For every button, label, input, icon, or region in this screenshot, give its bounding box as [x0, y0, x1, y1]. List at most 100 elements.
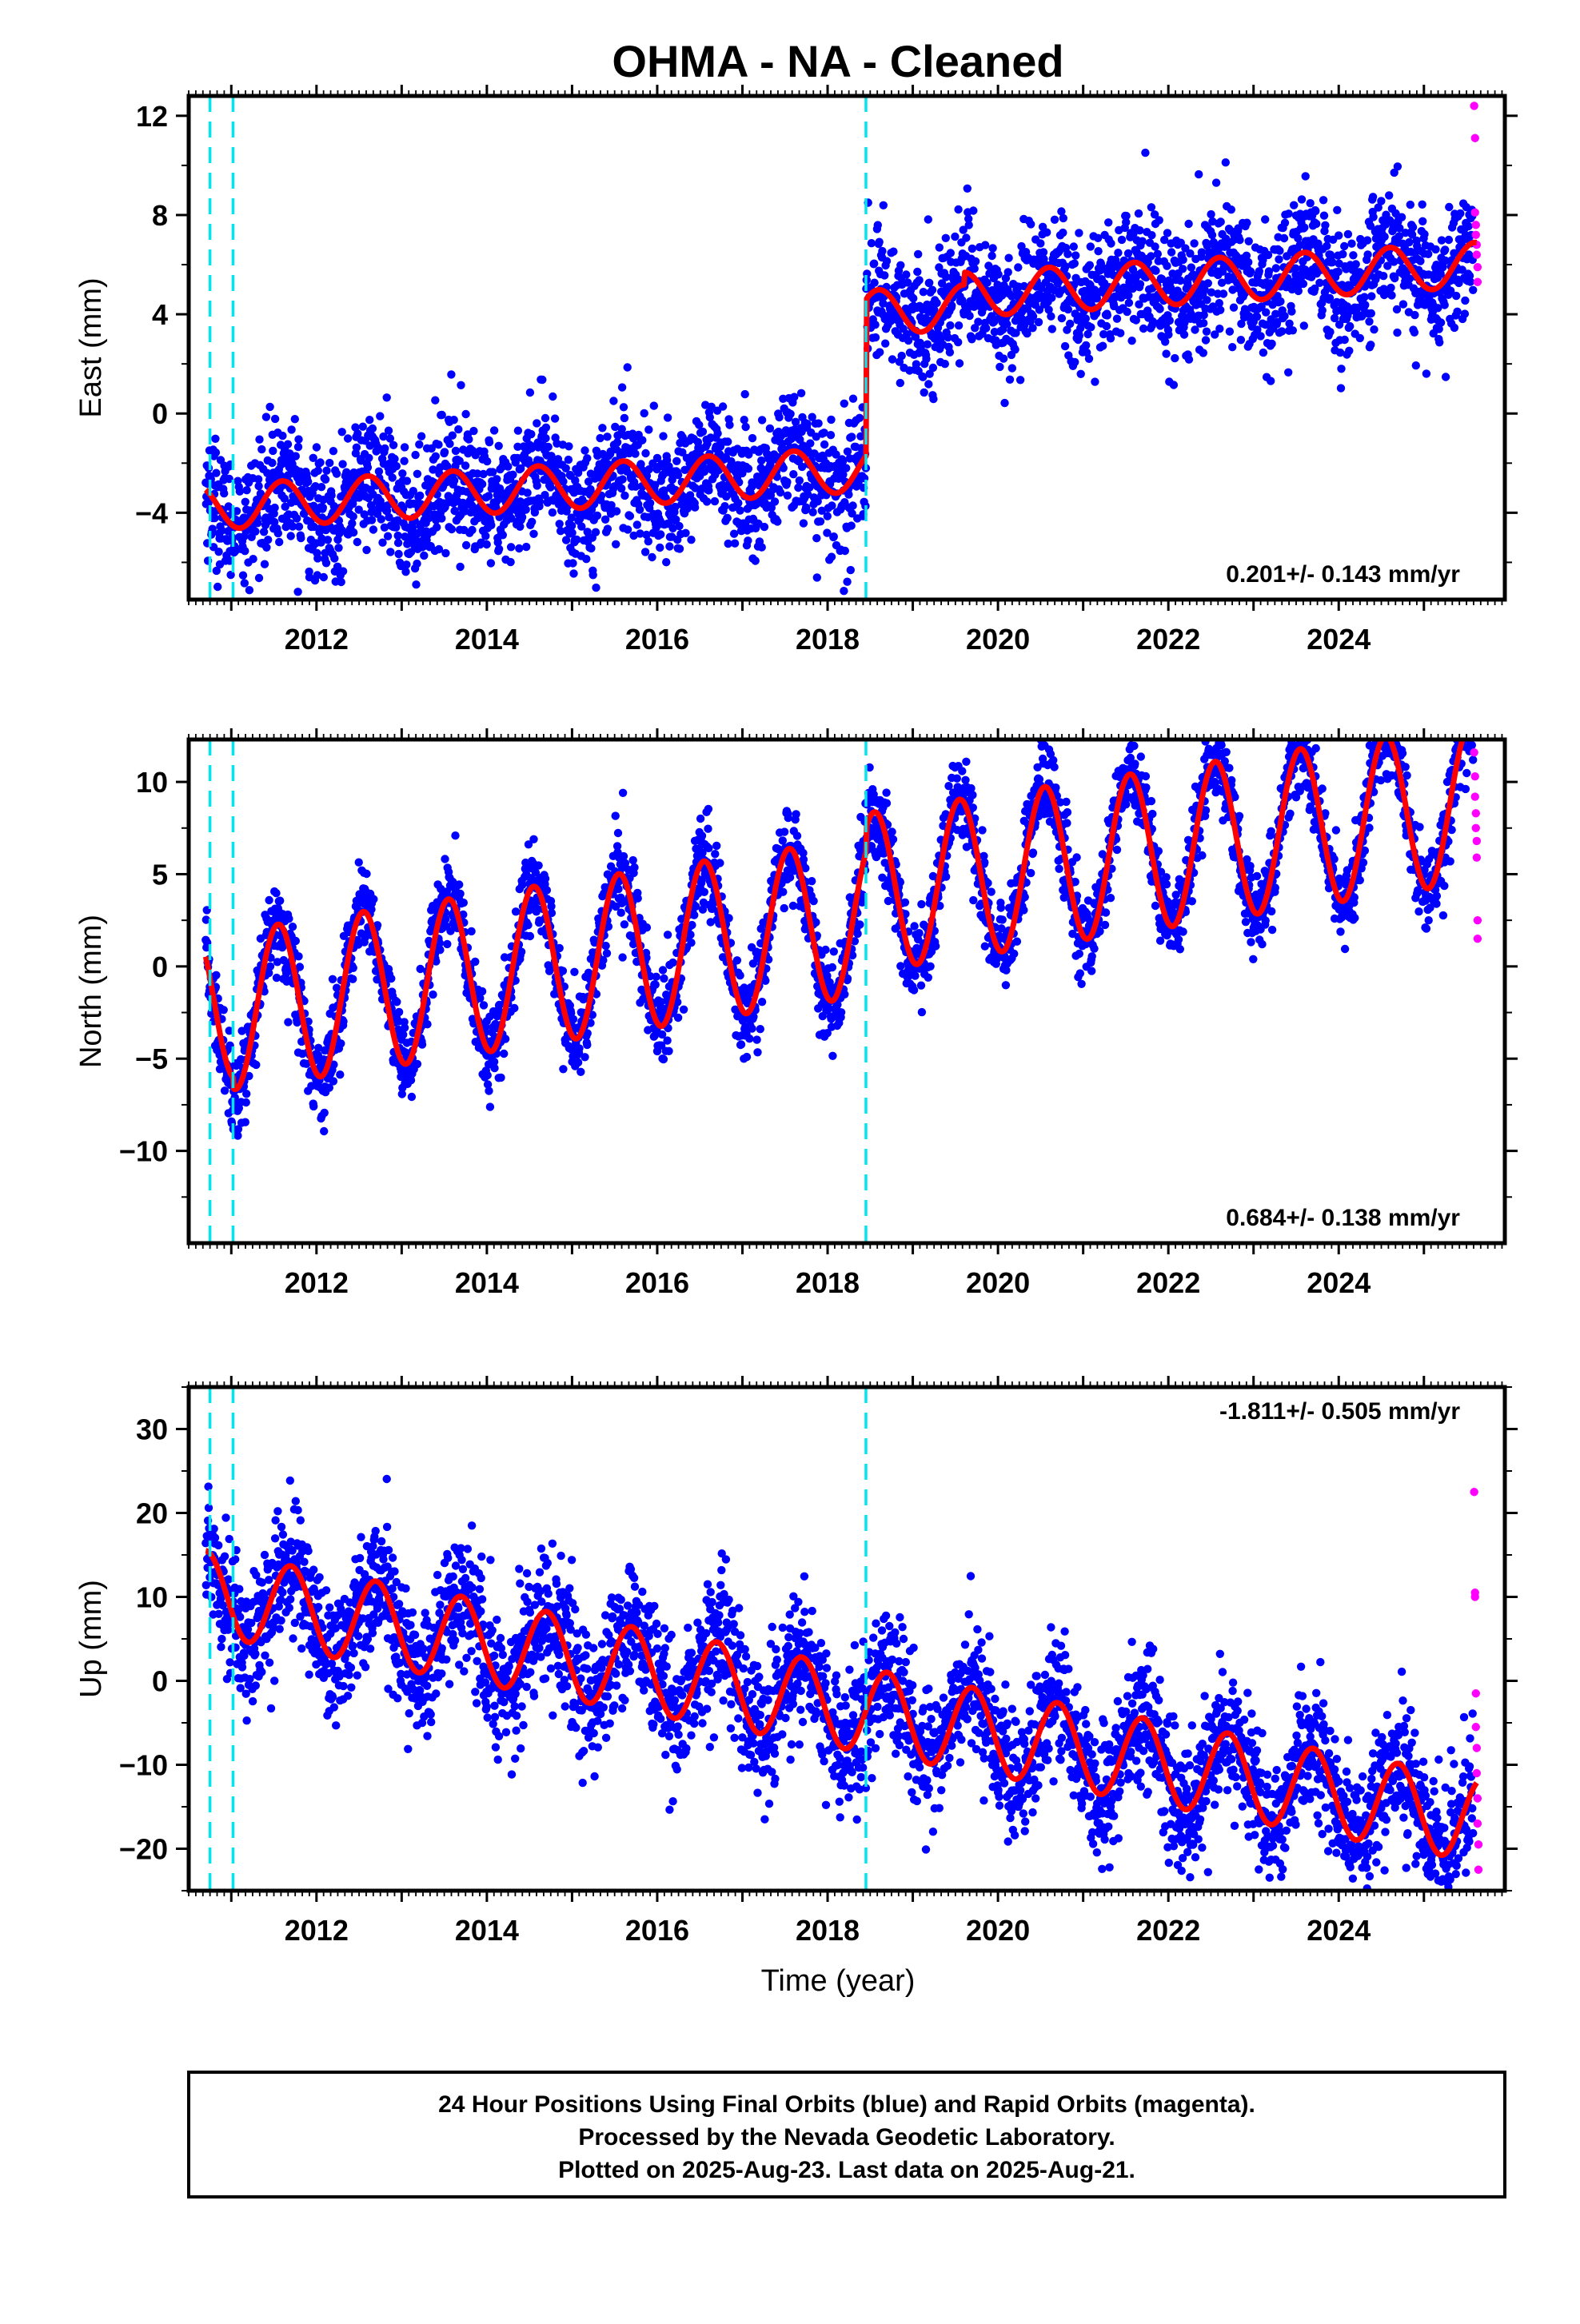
east-data-point: [1261, 215, 1269, 223]
east-data-point: [713, 429, 721, 437]
east-data-point: [596, 434, 604, 442]
north-data-point: [265, 896, 273, 904]
east-data-point: [741, 390, 749, 398]
east-data-point: [369, 525, 377, 533]
east-data-point: [490, 426, 498, 434]
east-data-point: [711, 497, 719, 505]
east-data-point: [1099, 342, 1107, 350]
east-data-point: [1410, 311, 1418, 319]
east-data-point: [1255, 267, 1263, 275]
east-data-point: [1369, 193, 1377, 201]
east-data-point: [438, 411, 446, 419]
east-data-point: [800, 519, 808, 527]
north-data-point: [349, 975, 357, 983]
east-data-point: [1418, 217, 1426, 225]
east-data-point: [1346, 322, 1354, 330]
east-data-point: [362, 546, 370, 554]
east-data-point: [1118, 236, 1126, 244]
east-data-point: [297, 534, 305, 542]
east-data-point: [1356, 334, 1364, 342]
north-data-point: [220, 1006, 228, 1014]
east-data-point: [730, 530, 738, 538]
east-data-point: [856, 414, 864, 422]
east-data-point: [1345, 347, 1353, 355]
east-data-point: [1227, 205, 1235, 213]
east-data-point: [1394, 162, 1402, 170]
east-data-point: [1275, 247, 1283, 255]
east-data-point: [415, 440, 423, 448]
east-data-point: [1087, 323, 1095, 331]
east-data-point: [1123, 308, 1131, 316]
east-data-point: [650, 401, 658, 409]
east-data-point: [876, 348, 884, 356]
east-data-point: [1431, 245, 1439, 253]
east-data-point: [813, 573, 821, 581]
east-data-point: [925, 279, 933, 287]
east-data-point: [1179, 265, 1187, 273]
east-data-point: [914, 250, 922, 258]
east-data-point: [1179, 256, 1187, 264]
east-y-tick-label: 0: [152, 397, 168, 430]
east-data-point: [582, 555, 590, 563]
east-data-point: [1162, 349, 1170, 357]
east-data-point: [874, 221, 882, 229]
east-data-point: [437, 514, 445, 522]
east-data-point: [1326, 294, 1334, 302]
east-data-point: [457, 381, 465, 389]
east-data-point: [1127, 337, 1135, 345]
east-data-point: [509, 471, 517, 479]
north-data-point: [289, 923, 297, 931]
east-data-point: [344, 434, 352, 442]
east-data-point: [676, 544, 684, 552]
east-data-point: [942, 234, 950, 242]
north-data-point: [486, 1102, 494, 1110]
east-data-point: [760, 523, 768, 531]
north-data-point: [242, 1090, 250, 1098]
east-data-point: [842, 464, 850, 472]
north-data-point: [241, 1118, 249, 1126]
east-data-point: [771, 497, 779, 505]
east-data-point: [965, 312, 973, 320]
east-data-point: [461, 410, 469, 418]
east-data-point: [947, 249, 955, 257]
north-data-point: [618, 953, 626, 961]
east-data-point: [538, 376, 546, 384]
east-data-point: [253, 519, 261, 527]
east-data-point: [317, 483, 325, 491]
east-data-point: [965, 221, 973, 229]
east-data-point: [922, 355, 930, 363]
east-data-point: [915, 276, 923, 284]
north-data-point: [541, 875, 549, 883]
east-data-point: [955, 321, 963, 329]
east-data-point: [1071, 251, 1079, 259]
east-data-point: [432, 452, 440, 460]
east-data-point: [412, 580, 420, 588]
east-data-point: [1418, 201, 1426, 209]
east-data-point: [784, 492, 792, 500]
east-data-point: [1424, 250, 1432, 258]
east-data-point: [1199, 319, 1207, 327]
east-data-point: [1339, 250, 1347, 258]
east-data-point: [523, 488, 531, 496]
east-data-point: [681, 529, 689, 537]
east-data-point: [672, 457, 680, 465]
east-data-point: [1071, 259, 1079, 267]
east-data-point: [1011, 345, 1019, 353]
north-data-point: [460, 899, 468, 907]
east-data-point: [293, 588, 301, 596]
east-data-point: [322, 467, 330, 475]
east-data-point: [924, 215, 932, 223]
east-data-point: [783, 478, 791, 486]
east-data-point: [720, 502, 728, 510]
east-data-point: [941, 360, 949, 368]
east-data-point: [1016, 376, 1024, 384]
east-data-point: [699, 428, 707, 436]
east-data-point: [796, 476, 804, 484]
east-data-point: [441, 448, 449, 456]
east-data-point: [1267, 377, 1275, 385]
east-data-point: [1230, 304, 1238, 312]
north-data-point: [276, 897, 284, 905]
east-data-point: [322, 559, 330, 567]
east-data-point: [483, 540, 491, 548]
east-data-point: [1410, 329, 1418, 337]
